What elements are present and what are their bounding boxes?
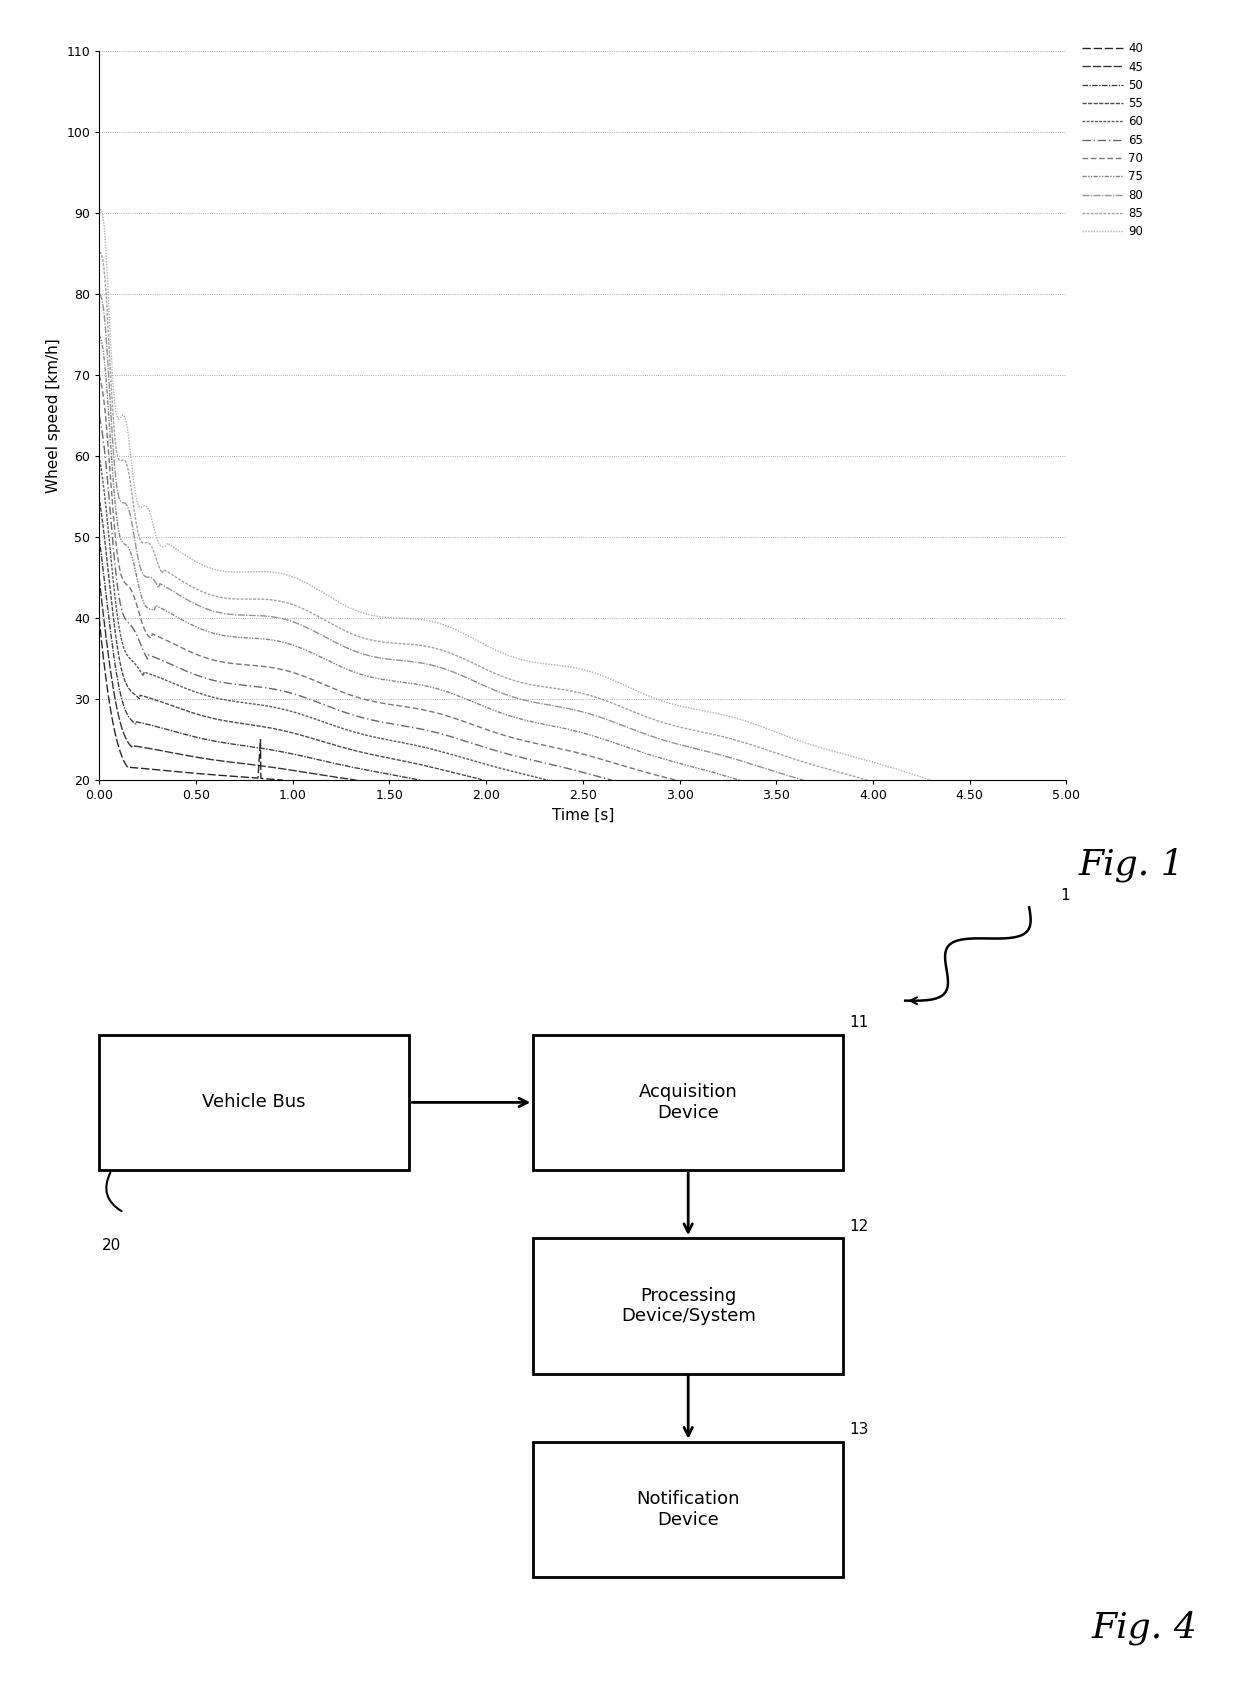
Text: Notification
Device: Notification Device [636, 1491, 740, 1528]
Bar [533, 1238, 843, 1374]
Y-axis label: Wheel speed [km/h]: Wheel speed [km/h] [46, 338, 61, 494]
Bar [99, 1035, 409, 1170]
Text: 1: 1 [1060, 889, 1070, 902]
Text: 13: 13 [849, 1423, 869, 1437]
Text: 12: 12 [849, 1219, 869, 1235]
Text: Fig. 4: Fig. 4 [1091, 1611, 1197, 1645]
Legend: 40, 45, 50, 55, 60, 65, 70, 75, 80, 85, 90: 40, 45, 50, 55, 60, 65, 70, 75, 80, 85, … [1083, 42, 1143, 239]
Text: Vehicle Bus: Vehicle Bus [202, 1094, 306, 1111]
Text: Fig. 1: Fig. 1 [1079, 848, 1184, 882]
Bar [533, 1035, 843, 1170]
Text: 11: 11 [849, 1016, 869, 1029]
X-axis label: Time [s]: Time [s] [552, 807, 614, 823]
Text: Processing
Device/System: Processing Device/System [621, 1287, 755, 1325]
Bar [533, 1442, 843, 1577]
Text: 20: 20 [102, 1238, 122, 1253]
Text: Acquisition
Device: Acquisition Device [639, 1084, 738, 1121]
